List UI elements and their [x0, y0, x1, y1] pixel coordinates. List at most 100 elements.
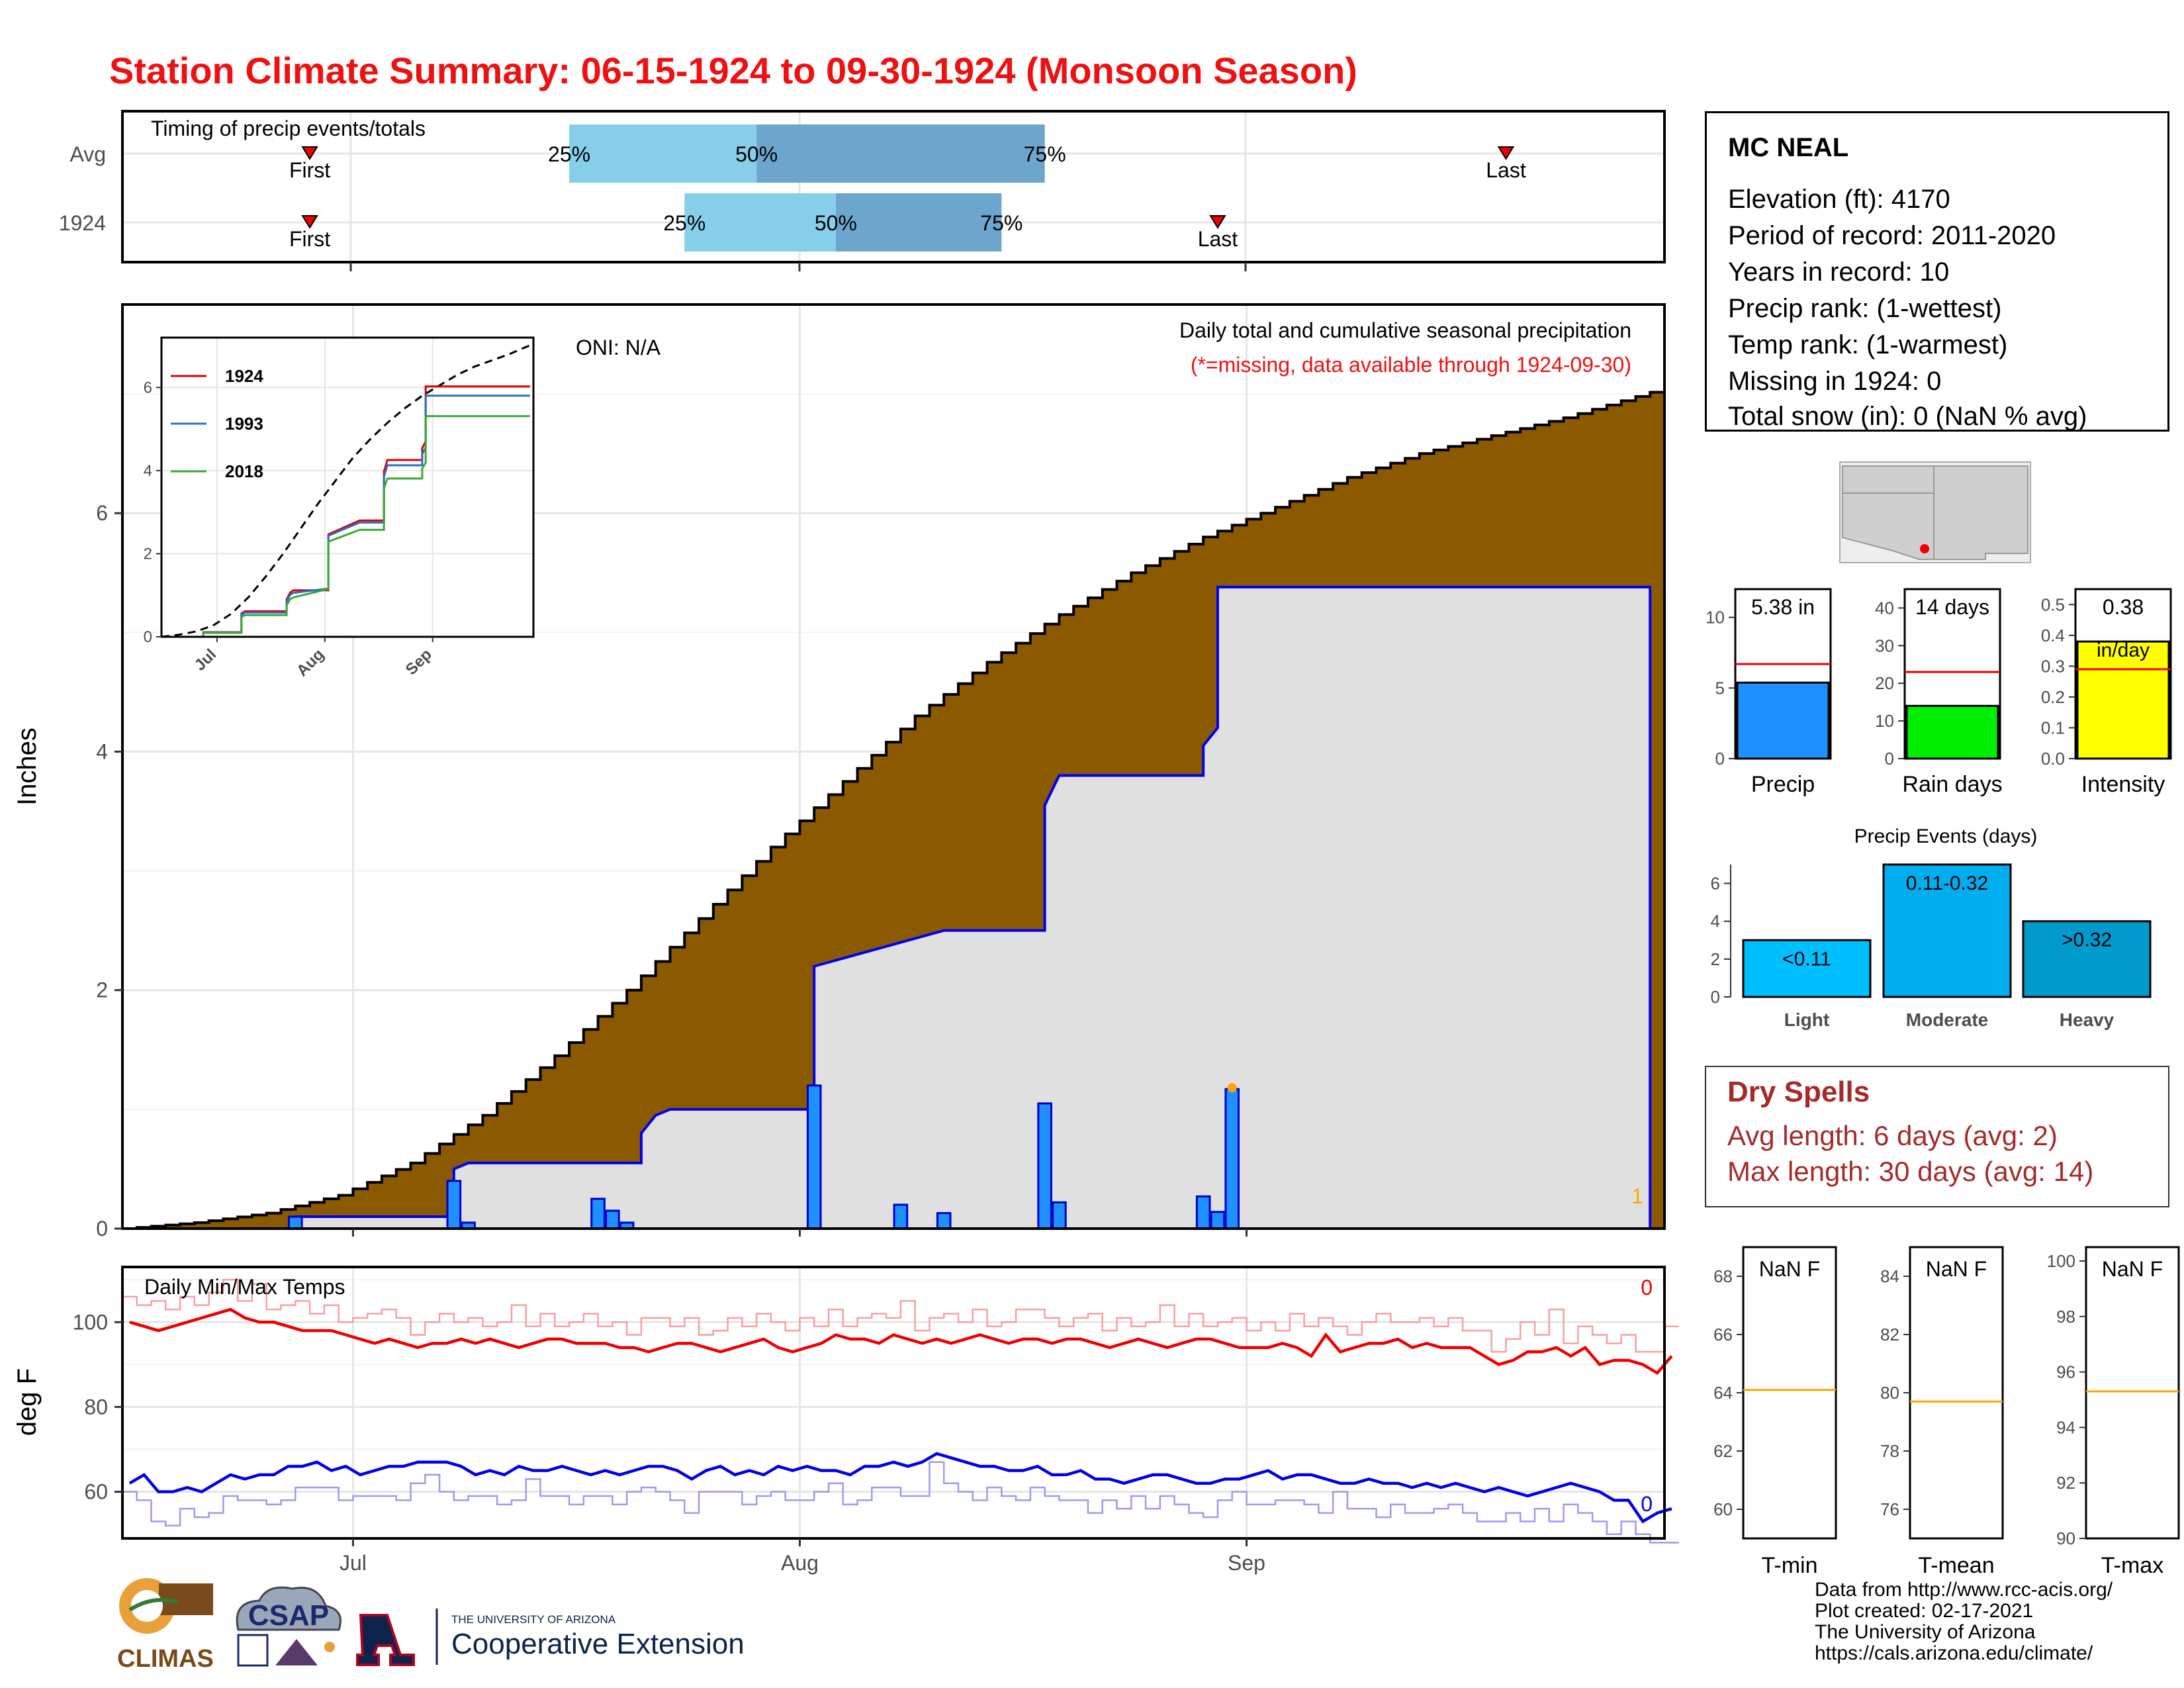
- daily-precip-bar: [446, 1180, 462, 1230]
- daily-precip-bar: [605, 1209, 620, 1230]
- first-marker-label: First: [289, 227, 330, 251]
- events-category-label: Moderate: [1906, 1009, 1988, 1030]
- temp-box-ytick-label: 66: [1713, 1325, 1733, 1344]
- events-ytick-label: 6: [1711, 874, 1720, 894]
- first-marker: [301, 146, 318, 160]
- inset-legend-label: 2018: [225, 461, 263, 481]
- temp-box-value-label: NaN F: [2102, 1257, 2163, 1281]
- summary-ytick-label: 0.0: [2041, 749, 2065, 769]
- inset-xtick-label: Sep: [402, 645, 435, 679]
- summary-ytick-label: 0: [1715, 749, 1725, 769]
- summary-value-bar: [1736, 681, 1830, 760]
- quartile-label-25: 25%: [663, 211, 705, 235]
- dry-spells-max: Max length: 30 days (avg: 14): [1727, 1156, 2094, 1187]
- quartile-label-25: 25%: [548, 142, 590, 166]
- footer-line-1: Data from http://www.rcc-acis.org/: [1815, 1579, 2113, 1601]
- tmax-climatology-line: [122, 1278, 1679, 1353]
- station-info-box: MC NEAL Elevation (ft): 4170 Period of r…: [1705, 111, 2169, 432]
- first-marker: [301, 215, 318, 229]
- inset-average-line: [161, 343, 534, 638]
- precip-subtitle: Daily total and cumulative seasonal prec…: [1179, 318, 1631, 342]
- timing-panel-label: Timing of precip events/totals: [151, 117, 426, 140]
- temp-box-ytick-label: 92: [2056, 1473, 2075, 1493]
- temp-box-ytick-label: 60: [1713, 1499, 1733, 1519]
- events-bar-range-label: 0.11-0.32: [1906, 872, 1989, 894]
- quartile-label-75: 75%: [1024, 142, 1066, 166]
- summary-ytick-label: 20: [1875, 673, 1894, 693]
- temp-box-category-label: T-mean: [1918, 1553, 1994, 1578]
- ua-logo: THE UNIVERSITY OF ARIZONA Cooperative Ex…: [356, 1609, 745, 1666]
- summary-ytick-label: 0.4: [2041, 626, 2065, 645]
- summary-category-label: Precip: [1751, 772, 1815, 797]
- temp-box-ytick-label: 84: [1880, 1266, 1899, 1286]
- events-bar: [1882, 863, 2012, 998]
- ua-logo-big-text: Cooperative Extension: [451, 1628, 745, 1660]
- station-missing: Missing in 1924: 0: [1728, 367, 1942, 396]
- temp-ytick-label: 60: [84, 1480, 108, 1504]
- temp-box: [1909, 1246, 2004, 1540]
- climas-logo-text: CLIMAS: [117, 1645, 214, 1673]
- summary-ytick-label: 30: [1875, 635, 1894, 655]
- quartile-label-50: 50%: [815, 211, 857, 235]
- temp-ytick-label: 100: [73, 1310, 108, 1334]
- precip-ylabel: Inches: [13, 727, 42, 806]
- events-ytick-label: 2: [1711, 949, 1720, 969]
- summary-ytick-label: 0.2: [2041, 687, 2065, 707]
- quartile-label-50: 50%: [735, 142, 778, 166]
- summary-ytick-label: 0.5: [2041, 594, 2065, 614]
- inset-xtick-label: Aug: [293, 645, 328, 680]
- temp-xtick-label: Aug: [781, 1551, 819, 1575]
- station-snow: Total snow (in): 0 (NaN % avg): [1728, 402, 2087, 431]
- summary-value-bar: [2076, 640, 2170, 760]
- temp-box-ytick-label: 98: [2056, 1307, 2075, 1327]
- first-marker-label: First: [289, 158, 330, 182]
- daily-precip-bar: [1224, 1088, 1240, 1230]
- last-marker: [1209, 215, 1226, 229]
- summary-unit-label: in/day: [2097, 639, 2150, 661]
- summary-category-label: Rain days: [1902, 772, 2002, 797]
- summary-value-bar: [1905, 704, 1999, 760]
- inset-xtick-label: Jul: [191, 645, 220, 675]
- summary-ytick-label: 0.3: [2041, 656, 2065, 676]
- inset-series-line: [161, 415, 530, 638]
- precip-panel: 0 2 4 6 Inches ONI: N/A Daily total and cum…: [13, 303, 1666, 1241]
- temp-panel-label: Daily Min/Max Temps: [144, 1275, 345, 1299]
- climas-logo: CLIMAS: [117, 1578, 214, 1673]
- precip-events-title: Precip Events (days): [1854, 825, 2038, 847]
- inset-ytick-label: 6: [144, 379, 152, 397]
- footer-line-2: Plot created: 02-17-2021: [1815, 1600, 2034, 1622]
- precip-ytick-label: 6: [96, 501, 108, 525]
- temp-min-missing: 0: [1641, 1492, 1653, 1516]
- locator-map: [1839, 461, 2031, 563]
- temp-box-ytick-label: 62: [1713, 1441, 1733, 1461]
- events-bar-range-label: <0.11: [1782, 948, 1831, 970]
- figure-title: Station Climate Summary: 06-15-1924 to 0…: [109, 50, 1357, 91]
- quartile-bar-50-75: [835, 193, 1002, 252]
- inset-legend-label: 1993: [225, 414, 263, 434]
- ua-logo-small-text: THE UNIVERSITY OF ARIZONA: [451, 1613, 616, 1626]
- daily-precip-bar: [806, 1084, 822, 1230]
- footer-line-3: The University of Arizona: [1815, 1621, 2036, 1643]
- missing-note: (*=missing, data available through 1924-…: [1191, 353, 1631, 377]
- tmin-climatology-line: [122, 1461, 1679, 1544]
- events-bar-range-label: >0.32: [2062, 929, 2112, 951]
- temp-box: [2085, 1246, 2180, 1540]
- summary-value-label: 0.38: [2103, 595, 2144, 619]
- temp-xtick-label: Jul: [340, 1551, 367, 1575]
- summary-ytick-label: 40: [1875, 598, 1894, 618]
- csap-logo-text: CSAP: [248, 1599, 329, 1632]
- temp-boxes: NaN F T-min 60 62 64 66 68 NaN F T-mean 76 78 80 82 8…: [1713, 1246, 2180, 1578]
- quartile-bar-25-50: [684, 193, 836, 252]
- dry-spells-box: Dry Spells Avg length: 6 days (avg: 2) M…: [1705, 1066, 2169, 1207]
- last-marker-label: Last: [1198, 227, 1238, 251]
- temp-box-ytick-label: 96: [2056, 1362, 2075, 1382]
- station-temp-rank: Temp rank: (1-warmest): [1728, 330, 2008, 359]
- temp-max-missing: 0: [1641, 1276, 1653, 1299]
- temp-box-ytick-label: 90: [2056, 1528, 2075, 1548]
- events-ytick-label: 4: [1711, 912, 1720, 931]
- tmin-line: [128, 1452, 1672, 1524]
- summary-bars: 5.38 in Precip 0 5 10 14 days Rain days 0 10 20 30…: [1706, 588, 2172, 797]
- precip-ytick-label: 0: [96, 1217, 108, 1241]
- summary-ytick-label: 10: [1706, 608, 1725, 628]
